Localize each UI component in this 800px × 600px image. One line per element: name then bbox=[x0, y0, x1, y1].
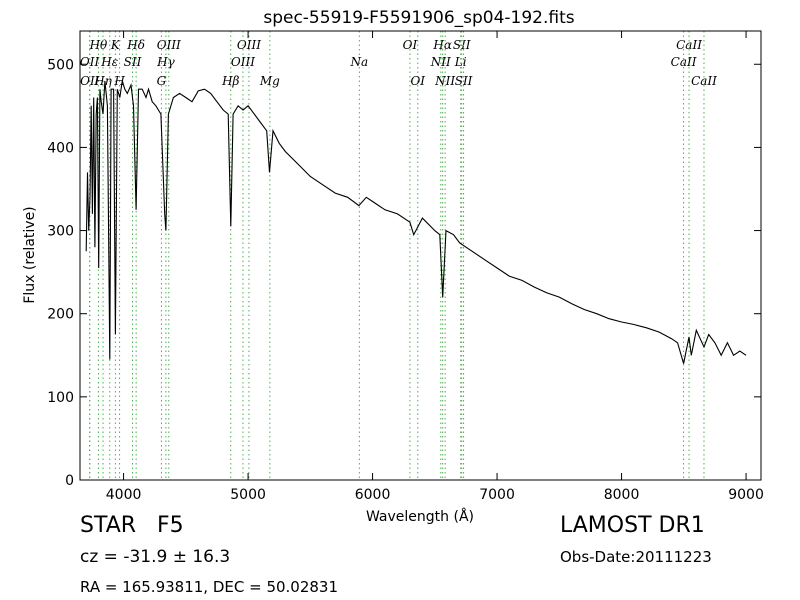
line-marker-label: OI bbox=[410, 74, 425, 88]
x-tick-label: 6000 bbox=[355, 487, 391, 503]
line-marker-label: SII bbox=[124, 55, 142, 69]
line-marker-label: Hθ bbox=[89, 38, 108, 52]
y-tick-label: 200 bbox=[47, 307, 74, 323]
line-marker-label: OIII bbox=[157, 38, 181, 52]
line-marker-label: SII bbox=[455, 74, 473, 88]
line-marker-label: OII bbox=[80, 74, 100, 88]
line-marker-label: NII bbox=[430, 55, 451, 69]
line-marker-label: Hγ bbox=[156, 55, 175, 69]
plot-frame bbox=[79, 30, 762, 481]
line-marker-label: Hα bbox=[432, 38, 452, 52]
line-marker-label: Mg bbox=[259, 74, 280, 88]
line-marker-label: G bbox=[157, 74, 167, 88]
redshift-text: cz = -31.9 ± 16.3 bbox=[80, 547, 231, 567]
x-tick-label: 9000 bbox=[728, 487, 764, 503]
line-marker-label: SII bbox=[453, 38, 471, 52]
object-class: STAR F5 bbox=[80, 513, 184, 538]
x-tick-label: 8000 bbox=[604, 487, 640, 503]
line-marker-label: K bbox=[110, 38, 121, 52]
y-tick-label: 500 bbox=[47, 57, 74, 73]
subclass-label: F5 bbox=[157, 513, 184, 538]
y-tick-label: 300 bbox=[47, 224, 74, 240]
line-marker-label: Hβ bbox=[221, 74, 239, 88]
line-marker-label: OIII bbox=[237, 38, 261, 52]
x-tick-label: 5000 bbox=[230, 487, 266, 503]
line-marker-label: Na bbox=[350, 55, 369, 69]
line-marker-label: OIII bbox=[231, 55, 255, 69]
class-label: STAR bbox=[80, 513, 137, 538]
axis-ticks: 4000 5000 6000 7000 8000 9000 0 100 200 300 400 500 bbox=[47, 31, 764, 503]
line-marker-label: Li bbox=[454, 55, 467, 69]
y-tick-label: 400 bbox=[47, 140, 74, 156]
y-axis-label: Flux (relative) bbox=[22, 206, 38, 303]
line-marker-label: Hδ bbox=[126, 38, 145, 52]
line-marker-label: CaII bbox=[691, 74, 717, 88]
line-marker-label: OI bbox=[403, 38, 418, 52]
obs-date-text: Obs-Date:20111223 bbox=[560, 548, 712, 566]
survey-label: LAMOST DR1 bbox=[560, 513, 705, 538]
chart-title: spec-55919-F5591906_sp04-192.fits bbox=[263, 8, 574, 28]
line-marker-label: CaII bbox=[676, 38, 702, 52]
y-tick-label: 100 bbox=[47, 390, 74, 406]
line-marker-label: H bbox=[113, 74, 125, 88]
x-tick-label: 4000 bbox=[106, 487, 142, 503]
line-marker-label: CaII bbox=[671, 55, 697, 69]
x-axis-label: Wavelength (Å) bbox=[366, 508, 474, 525]
line-marker-label: Hε bbox=[100, 55, 118, 69]
line-marker-label: OII bbox=[80, 55, 100, 69]
y-tick-label: 0 bbox=[65, 473, 74, 489]
coordinates-text: RA = 165.93811, DEC = 50.02831 bbox=[80, 578, 339, 596]
line-marker-label: Hη bbox=[93, 74, 112, 88]
spectrum-line bbox=[85, 80, 747, 364]
x-tick-label: 7000 bbox=[479, 487, 515, 503]
line-marker-label: NII bbox=[434, 74, 455, 88]
